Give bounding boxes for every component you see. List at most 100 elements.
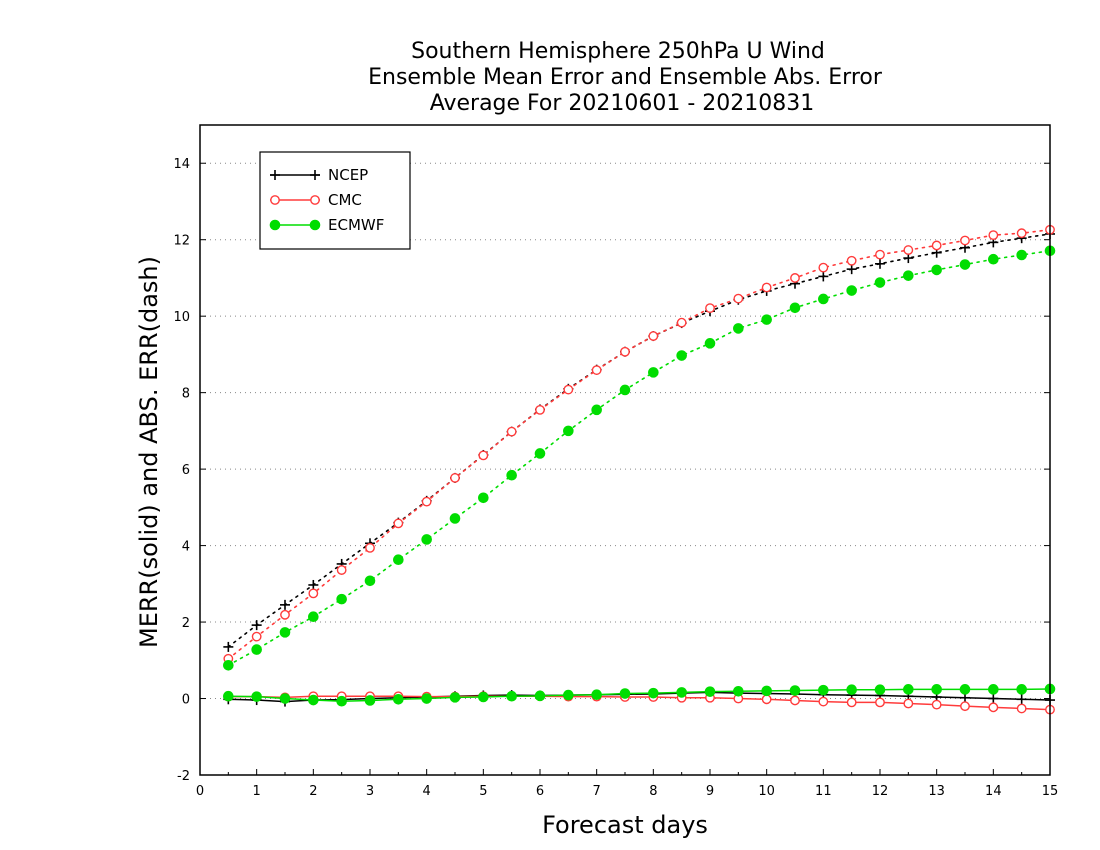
x-tick-label: 5 <box>479 784 487 799</box>
abs-err-point-cmc <box>620 346 630 357</box>
y-tick-label: 8 <box>182 387 190 402</box>
mean-err-point-cmc <box>903 698 914 709</box>
x-tick-label: 15 <box>1042 784 1059 799</box>
abs-err-point-cmc <box>846 255 857 266</box>
chart-title-line-2: Ensemble Mean Error and Ensemble Abs. Er… <box>368 65 883 90</box>
abs-err-point-ncep <box>223 641 234 652</box>
legend-marker-ncep <box>310 170 320 180</box>
x-tick-label: 7 <box>593 784 601 799</box>
mean-err-point-ecmwf <box>648 687 659 699</box>
abs-err-point-cmc <box>365 542 375 553</box>
abs-err-point-cmc <box>478 450 489 461</box>
mean-err-point-ecmwf <box>619 688 631 699</box>
mean-err-point-ecmwf <box>818 684 829 696</box>
mean-err-point-ecmwf <box>761 685 772 697</box>
abs-err-point-ecmwf <box>704 338 716 349</box>
mean-err-line-cmc <box>228 695 1051 711</box>
abs-err-point-cmc <box>591 365 602 375</box>
abs-err-point-ecmwf <box>789 302 801 314</box>
abs-err-point-ecmwf <box>648 367 659 378</box>
abs-err-point-ecmwf <box>591 404 602 416</box>
mean-err-point-ecmwf <box>591 689 602 701</box>
abs-err-point-ecmwf <box>421 534 432 545</box>
x-tick-label: 4 <box>423 784 431 799</box>
legend-label-cmc: CMC <box>328 191 362 209</box>
mean-err-point-ecmwf <box>393 693 404 705</box>
abs-err-point-cmc <box>790 273 800 283</box>
mean-err-point-ecmwf <box>336 695 347 707</box>
mean-err-point-ecmwf <box>988 684 999 695</box>
legend: NCEP CMC ECMWF <box>259 151 411 250</box>
mean-err-point-ncep <box>988 693 999 704</box>
abs-err-point-ecmwf <box>761 314 772 325</box>
y-tick-label: 4 <box>182 540 190 555</box>
mean-err-point-ecmwf <box>931 684 942 695</box>
abs-err-point-cmc <box>251 631 262 642</box>
x-tick-label: 2 <box>309 784 317 799</box>
y-tick-label: 6 <box>182 463 190 478</box>
mean-err-point-ecmwf <box>789 685 801 696</box>
y-tick-label: 2 <box>182 616 190 631</box>
legend-marker-ecmwf <box>269 219 281 231</box>
mean-err-point-cmc <box>931 699 942 710</box>
abs-err-point-ncep <box>251 620 262 631</box>
abs-err-point-ecmwf <box>818 293 829 305</box>
abs-err-point-ecmwf <box>959 259 971 270</box>
x-tick-label: 11 <box>815 784 832 799</box>
x-tick-label: 10 <box>758 784 775 799</box>
series-layer <box>223 224 1056 715</box>
abs-err-point-ecmwf <box>676 350 687 361</box>
abs-err-point-ncep <box>308 579 319 590</box>
abs-err-point-ecmwf <box>308 611 319 623</box>
legend-label-ncep: NCEP <box>328 166 368 184</box>
mean-err-point-cmc <box>818 696 829 707</box>
abs-err-point-ncep <box>875 258 885 269</box>
abs-err-point-ecmwf <box>336 593 347 605</box>
abs-err-point-ecmwf <box>988 253 999 265</box>
abs-err-point-cmc <box>563 384 574 395</box>
mean-err-point-ecmwf <box>704 686 716 697</box>
x-tick-label: 8 <box>649 784 657 799</box>
mean-err-point-ecmwf <box>959 684 971 695</box>
mean-err-point-cmc <box>790 695 800 706</box>
abs-err-point-cmc <box>535 404 545 415</box>
abs-err-point-ncep <box>818 271 829 282</box>
mean-err-point-ecmwf <box>846 684 857 696</box>
x-tick-label: 9 <box>706 784 714 799</box>
x-tick-label: 6 <box>536 784 544 799</box>
mean-err-point-ecmwf <box>563 689 574 701</box>
legend-marker-ncep <box>270 170 280 180</box>
legend-marker-cmc <box>310 195 320 205</box>
abs-err-point-ecmwf <box>506 469 517 481</box>
abs-err-point-cmc <box>421 496 432 507</box>
abs-err-point-ecmwf <box>364 575 376 587</box>
abs-err-point-cmc <box>988 230 999 241</box>
abs-err-point-cmc <box>506 426 517 437</box>
abs-err-point-cmc <box>450 473 460 483</box>
chart-title-line-3: Average For 20210601 - 20210831 <box>430 91 815 116</box>
abs-err-point-cmc <box>761 282 772 293</box>
abs-err-point-cmc <box>648 331 659 341</box>
abs-err-point-ecmwf <box>846 285 857 296</box>
mean-err-point-ecmwf <box>364 695 376 706</box>
abs-err-point-ecmwf <box>223 659 234 671</box>
x-tick-label: 14 <box>985 784 1002 799</box>
abs-err-point-ecmwf <box>619 384 631 396</box>
x-tick-label: 0 <box>196 784 204 799</box>
legend-marker-ecmwf <box>309 219 321 231</box>
abs-err-point-ecmwf <box>874 277 886 288</box>
abs-err-point-ecmwf <box>251 644 262 655</box>
x-tick-label: 12 <box>872 784 889 799</box>
abs-err-point-cmc <box>280 609 290 620</box>
abs-err-point-ecmwf <box>449 513 461 524</box>
legend-item-ncep: NCEP <box>270 166 368 184</box>
mean-err-point-ecmwf <box>676 687 687 698</box>
abs-err-point-ecmwf <box>903 270 914 281</box>
abs-err-point-cmc <box>875 249 885 260</box>
legend-label-ecmwf: ECMWF <box>328 216 384 234</box>
abs-err-point-cmc <box>336 565 347 575</box>
x-tick-label: 13 <box>928 784 945 799</box>
abs-err-line-ncep <box>227 233 1051 648</box>
mean-err-point-ecmwf <box>308 694 319 706</box>
abs-err-point-cmc <box>733 293 744 304</box>
